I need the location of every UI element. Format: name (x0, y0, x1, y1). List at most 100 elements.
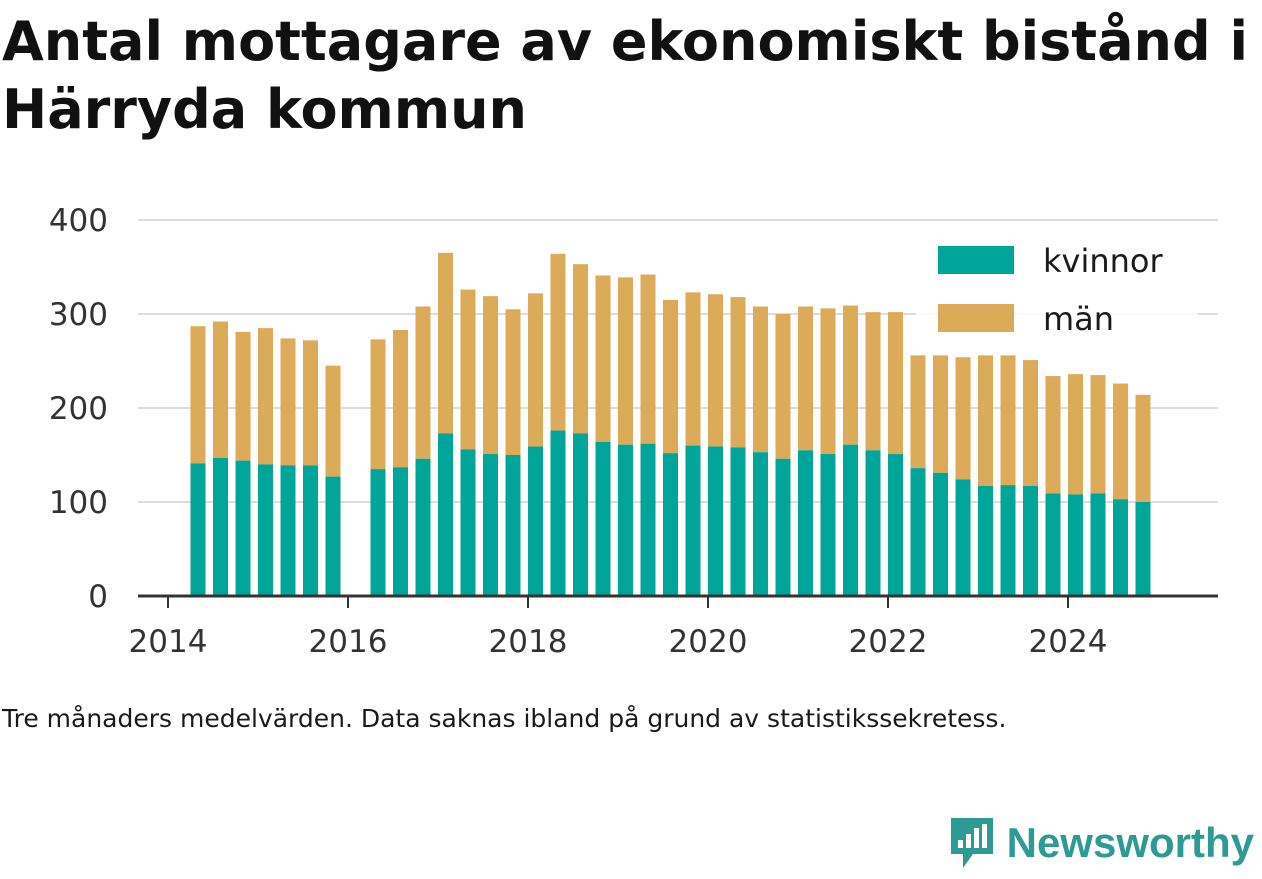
bar-group (258, 328, 273, 596)
bar-group (550, 253, 566, 596)
bar-kvinnor (460, 449, 476, 596)
bar-man (955, 357, 971, 480)
bar-kvinnor (528, 446, 543, 596)
legend-entry: kvinnor (938, 242, 1164, 280)
bar-group (910, 355, 926, 596)
bar-group (843, 305, 858, 596)
bar-kvinnor (685, 445, 701, 596)
legend-label: kvinnor (1043, 242, 1164, 280)
bar-kvinnor (888, 454, 903, 596)
x-tick-label: 2014 (129, 624, 208, 660)
bar-group (955, 357, 971, 596)
bar-kvinnor (663, 453, 678, 596)
y-axis-labels: 0 100 200 300 400 (49, 203, 108, 615)
bar-man (865, 312, 881, 451)
stacked-bar-chart: 0 100 200 300 400 2014 2016 2018 2020 2022 2024 k… (49, 203, 1218, 660)
bar-kvinnor (258, 464, 273, 596)
bar-man (528, 293, 543, 447)
bar-man (595, 275, 611, 442)
bar-group (798, 306, 813, 596)
bar-group (1135, 394, 1151, 596)
bar-group (235, 331, 251, 596)
bar-kvinnor (303, 465, 318, 596)
bar-kvinnor (910, 468, 926, 596)
legend-label: män (1043, 300, 1114, 338)
brand-name: Newsworthy (1006, 819, 1254, 866)
bar-man (1000, 355, 1016, 486)
bar-man (775, 314, 791, 459)
bar-man (1135, 394, 1151, 502)
bar-group (190, 326, 206, 596)
bar-kvinnor (213, 457, 228, 596)
bar-man (730, 297, 746, 448)
bar-man (393, 329, 408, 468)
bar-group (820, 308, 836, 596)
bar-group (865, 312, 881, 596)
bar-man (820, 308, 836, 455)
bar-kvinnor (415, 458, 431, 596)
bar-group (1090, 375, 1106, 596)
bar-man (460, 289, 476, 450)
bar-man (258, 328, 273, 465)
chart-title: Antal mottagare av ekonomiskt bistånd i … (2, 10, 1248, 141)
bar-kvinnor (865, 450, 881, 596)
bar-group (460, 289, 476, 596)
bar-man (685, 292, 701, 446)
bar-man (438, 252, 453, 434)
bar-man (933, 355, 948, 473)
bar-man (235, 331, 251, 461)
bar-group (303, 340, 318, 596)
y-tick-label: 200 (49, 391, 108, 427)
bar-kvinnor (393, 467, 408, 596)
bar-man (843, 305, 858, 445)
bar-kvinnor (753, 452, 768, 596)
bar-man (1090, 375, 1106, 494)
bar-kvinnor (438, 433, 453, 596)
bar-man (1113, 383, 1128, 500)
bar-kvinnor (370, 469, 386, 596)
bar-kvinnor (235, 460, 251, 596)
bar-group (438, 252, 453, 596)
bar-kvinnor (505, 455, 521, 596)
chart-footnote: Tre månaders medelvärden. Data saknas ib… (2, 704, 1007, 733)
x-tick-label: 2016 (309, 624, 388, 660)
x-tick-label: 2022 (849, 624, 928, 660)
bar-man (888, 312, 903, 455)
bar-man (618, 277, 633, 445)
bar-man (708, 294, 723, 447)
y-tick-label: 100 (49, 485, 108, 521)
brand-logo: Newsworthy (947, 813, 1254, 873)
bar-man (505, 309, 521, 455)
x-tick-label: 2018 (489, 624, 568, 660)
bar-kvinnor (190, 463, 206, 596)
bar-man (370, 339, 386, 470)
bar-kvinnor (325, 476, 341, 596)
bar-kvinnor (730, 447, 746, 596)
bar-group (325, 365, 341, 596)
bar-man (303, 340, 318, 466)
bar-group (528, 293, 543, 596)
bar-kvinnor (843, 444, 858, 596)
bar-kvinnor (1045, 493, 1061, 596)
bar-kvinnor (775, 458, 791, 596)
bar-kvinnor (1113, 499, 1128, 596)
bar-kvinnor (1090, 493, 1106, 596)
bar-group (663, 299, 678, 596)
bar-kvinnor (550, 430, 566, 596)
bar-group (1000, 355, 1016, 596)
bar-kvinnor (618, 444, 633, 596)
bar-kvinnor (933, 472, 948, 596)
bars (190, 252, 1151, 596)
bar-man (550, 253, 566, 431)
bar-man (1023, 360, 1038, 487)
legend: kvinnor män (916, 230, 1198, 342)
bar-man (978, 355, 993, 487)
bar-group (595, 275, 611, 596)
bar-kvinnor (640, 443, 656, 596)
bar-man (190, 326, 206, 464)
bar-group (978, 355, 993, 596)
bar-group (640, 274, 656, 596)
bar-man (483, 296, 498, 455)
bar-group (1113, 383, 1128, 596)
legend-swatch (938, 304, 1014, 332)
